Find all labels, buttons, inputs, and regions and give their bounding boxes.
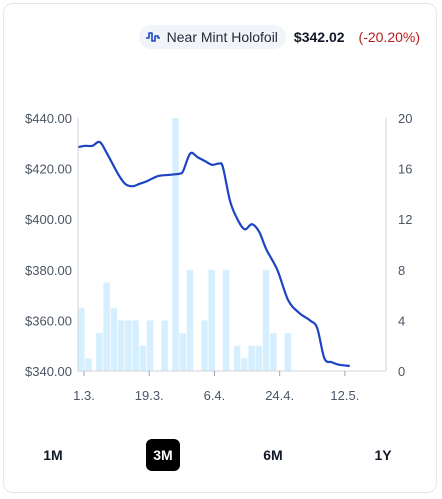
volume-bar [161, 320, 168, 371]
current-price: $342.02 [293, 29, 345, 45]
volume-bar [248, 345, 255, 371]
volume-bar [172, 118, 179, 371]
x-tick-label: 19.3. [135, 388, 164, 403]
y-left-tick-label: $360.00 [25, 313, 72, 328]
range-6m-button[interactable]: 6M [263, 447, 283, 463]
volume-bar [233, 345, 241, 371]
y-left-tick-label: $440.00 [25, 111, 72, 126]
y-left-tick-label: $420.00 [25, 162, 72, 177]
volume-bar [146, 320, 154, 371]
y-right-tick-label: 8 [398, 263, 405, 278]
y-right-tick-label: 20 [398, 111, 412, 126]
pulse-icon [145, 30, 161, 44]
volume-bar [78, 307, 85, 371]
price-change: (-20.20%) [358, 29, 420, 45]
x-tick-label: 24.4. [265, 388, 294, 403]
volume-bar [270, 333, 277, 371]
range-3m-button[interactable]: 3M [146, 439, 180, 471]
volume-bar [132, 320, 139, 371]
y-right-tick-label: 4 [398, 313, 405, 328]
volume-bar [139, 345, 147, 371]
y-left-tick-label: $380.00 [25, 263, 72, 278]
price-chart: $440.00 $420.00 $400.00 $380.00 $360.00 $340.… [25, 111, 412, 403]
volume-bar [222, 269, 230, 371]
y-axis-right: 20 16 12 8 4 0 [385, 111, 412, 379]
price-line [77, 140, 350, 368]
range-1y-button[interactable]: 1Y [374, 447, 392, 463]
x-tick-label: 6.4. [204, 388, 226, 403]
volume-bars [78, 118, 292, 371]
range-selector: 1M 3M 6M 1Y [0, 436, 442, 476]
volume-bar [96, 333, 103, 371]
y-axis-left: $440.00 $420.00 $400.00 $380.00 $360.00 $340.… [25, 111, 79, 379]
volume-bar [241, 358, 248, 371]
price-history-card [3, 3, 437, 493]
volume-bar [103, 282, 110, 371]
y-right-tick-label: 12 [398, 212, 412, 227]
x-tick-label: 12.5. [330, 388, 359, 403]
volume-bar [284, 333, 292, 371]
range-1m-button[interactable]: 1M [43, 447, 63, 463]
volume-bar [179, 333, 186, 371]
volume-bar [117, 320, 125, 371]
y-right-tick-label: 0 [398, 364, 405, 379]
y-left-tick-label: $400.00 [25, 212, 72, 227]
x-tick-label: 1.3. [73, 388, 95, 403]
volume-bar [208, 269, 215, 371]
y-right-tick-label: 16 [398, 162, 412, 177]
volume-bar [255, 345, 263, 371]
y-left-tick-label: $340.00 [25, 364, 72, 379]
volume-bar [110, 307, 118, 371]
volume-bar [201, 320, 208, 371]
variant-label: Near Mint Holofoil [166, 29, 278, 45]
x-axis: 1.3. 19.3. 6.4. 24.4. 12.5. [73, 370, 386, 403]
volume-bar [85, 358, 92, 371]
price-line-path [77, 140, 350, 368]
volume-bar [186, 269, 194, 371]
volume-bar [125, 320, 132, 371]
chart-header: Near Mint Holofoil $342.02 (-20.20%) [138, 25, 420, 49]
volume-bar [262, 269, 270, 371]
variant-pill[interactable]: Near Mint Holofoil [138, 25, 286, 49]
